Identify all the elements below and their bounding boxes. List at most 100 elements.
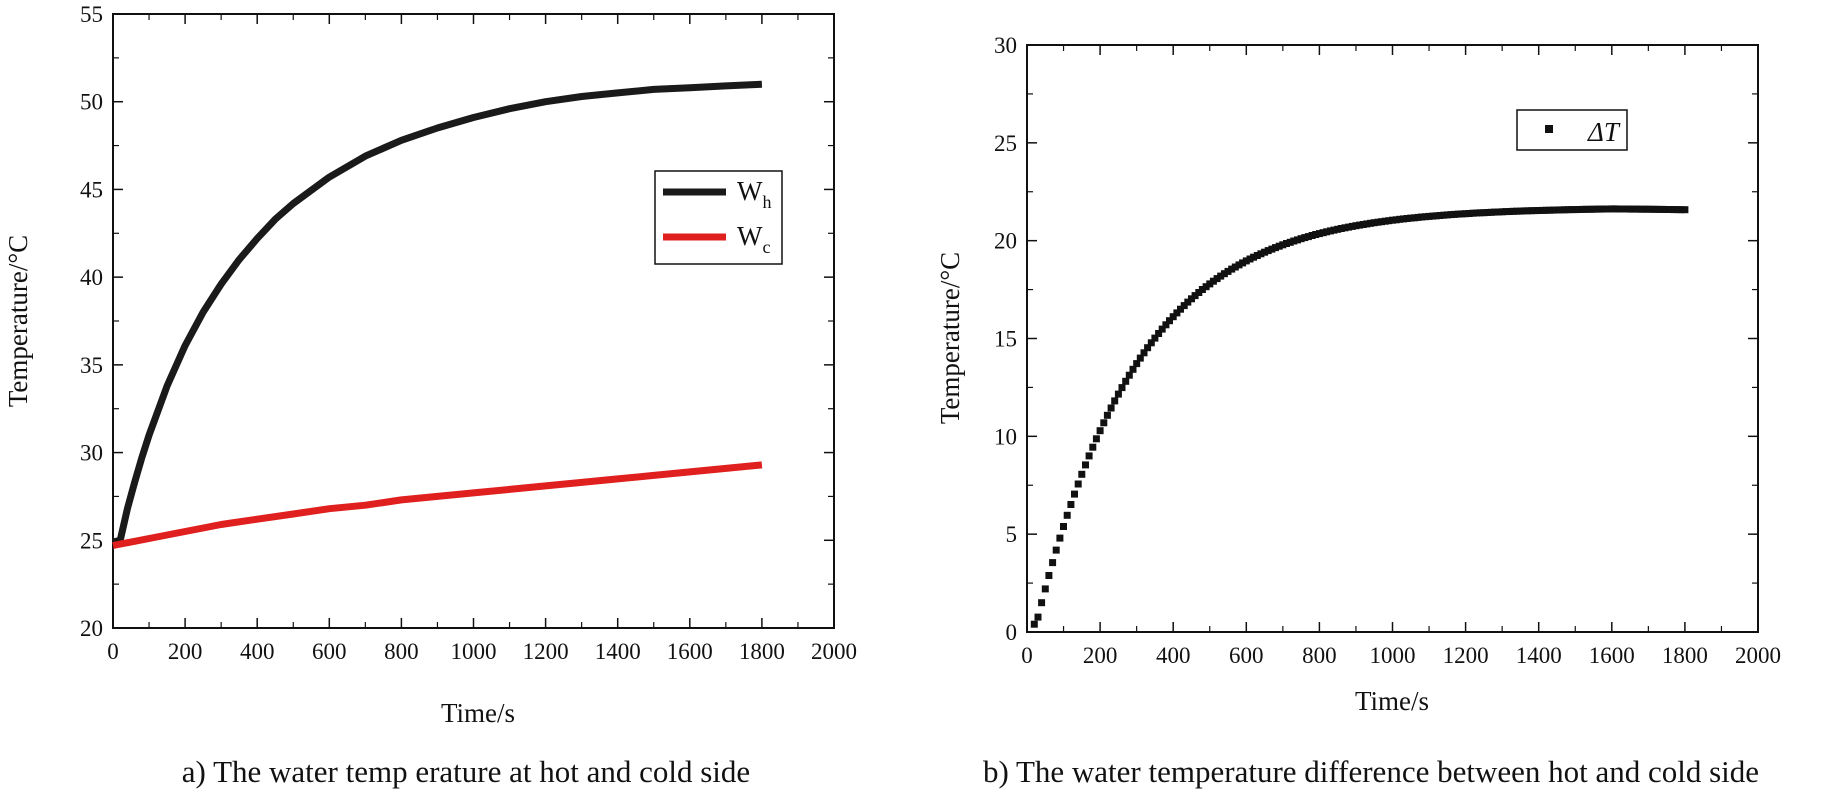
delta-t-point [1144,344,1152,352]
delta-t-point [1034,613,1042,621]
panel-a-legend: Wh Wc [654,170,783,265]
delta-t-point [1374,218,1382,226]
delta-t-point [1049,559,1057,567]
delta-t-point [1655,205,1663,213]
delta-t-point [1202,283,1210,291]
y-tick-label: 20 [80,616,103,641]
y-tick-label: 25 [80,528,103,553]
x-tick-label: 400 [1156,643,1191,668]
delta-t-point [1074,480,1082,488]
delta-t-point [1348,222,1356,230]
delta-t-point [1235,261,1243,269]
delta-t-point [1272,244,1279,252]
x-tick-label: 1000 [451,639,497,664]
delta-t-point [1553,206,1561,214]
delta-t-point [1465,210,1473,217]
y-tick-label: 40 [80,265,103,290]
delta-t-point [1429,212,1437,220]
series-line-wc [112,461,763,549]
x-tick-label: 1200 [1443,643,1489,668]
delta-t-point [1367,219,1375,227]
panel-b-legend-box [1516,109,1628,151]
delta-t-point [1147,339,1155,347]
delta-t-point [1052,546,1060,554]
panel-a-chart: 20 25 30 35 40 45 50 55 0 200 400 600 800 1000 1200 14… [3,2,857,789]
panel-a-y-axis: 20 25 30 35 40 45 50 55 [80,2,834,641]
x-tick-label: 1800 [739,639,785,664]
x-tick-label: 0 [107,639,119,664]
delta-t-point [1579,205,1587,213]
delta-t-point [1593,205,1601,213]
delta-t-point [1323,228,1331,236]
panel-b-legend: ΔT [1516,109,1628,151]
delta-t-point [1209,277,1217,285]
delta-t-point [1400,215,1407,223]
series-line-wh [112,80,763,546]
delta-t-point [1498,208,1506,216]
delta-t-point [1410,214,1418,222]
x-tick-label: 800 [1302,643,1337,668]
delta-t-point [1527,207,1535,215]
delta-t-point [1407,214,1415,222]
delta-t-point [1166,317,1173,325]
delta-t-point [1198,286,1206,293]
delta-t-point [1473,209,1481,217]
delta-t-point [1378,218,1385,226]
delta-t-point [1389,216,1396,224]
delta-t-point [1626,205,1634,213]
delta-t-point [1206,280,1214,288]
delta-t-point [1180,302,1188,310]
y-tick-label: 25 [994,131,1017,156]
delta-t-point [1136,354,1144,362]
y-tick-label: 35 [80,353,103,378]
delta-t-point [1619,205,1627,213]
x-tick-label: 1800 [1662,643,1708,668]
delta-t-point [1359,221,1367,228]
delta-t-point [1228,265,1236,273]
delta-t-point [1224,267,1232,275]
delta-t-point [1641,205,1649,213]
panel-a-x-label: Time/s [441,698,515,728]
panel-b-x-axis: 0 200 400 600 800 1000 1200 1400 1600 1800 2000 [1021,45,1781,668]
panel-b-y-label: Temperature/°C [935,252,965,424]
delta-t-point [1122,377,1130,385]
delta-t-point [1089,443,1097,451]
y-tick-label: 15 [994,327,1017,352]
delta-t-point [1279,241,1287,249]
delta-t-point [1103,411,1111,419]
delta-t-point [1151,334,1159,342]
delta-t-point [1604,205,1612,213]
delta-t-point [1294,236,1301,244]
delta-t-point [1622,205,1630,213]
delta-t-point [1385,217,1393,225]
y-tick-label: 30 [994,33,1017,58]
legend-hot-label: Wh [737,176,771,212]
delta-t-point [1304,233,1312,241]
x-tick-label: 1200 [523,639,569,664]
x-tick-label: 1600 [667,639,713,664]
delta-t-point [1564,206,1572,214]
delta-t-point [1538,206,1546,214]
panel-a-caption: a) The water temp erature at hot and col… [182,754,750,789]
delta-t-point [1542,206,1550,214]
delta-t-point [1436,212,1444,219]
delta-t-point [1213,275,1221,283]
delta-t-point [1140,349,1148,357]
x-tick-label: 200 [168,639,203,664]
delta-t-point [1063,511,1071,519]
delta-t-point [1067,501,1075,508]
delta-t-point [1670,206,1678,214]
delta-t-point [1125,371,1133,379]
panel-b-y-axis: 0 5 10 15 20 25 30 [994,33,1758,645]
delta-t-point [1663,206,1671,213]
delta-t-point [1250,253,1258,261]
delta-t-point [1666,206,1674,213]
delta-t-point [1516,207,1524,215]
delta-t-point [1195,289,1203,296]
x-tick-label: 600 [1229,643,1264,668]
delta-t-point [1392,216,1400,224]
delta-t-point [1571,206,1579,214]
legend-delta-label: ΔT [1587,117,1621,147]
delta-t-point [1677,206,1685,214]
delta-t-point [1100,419,1108,427]
